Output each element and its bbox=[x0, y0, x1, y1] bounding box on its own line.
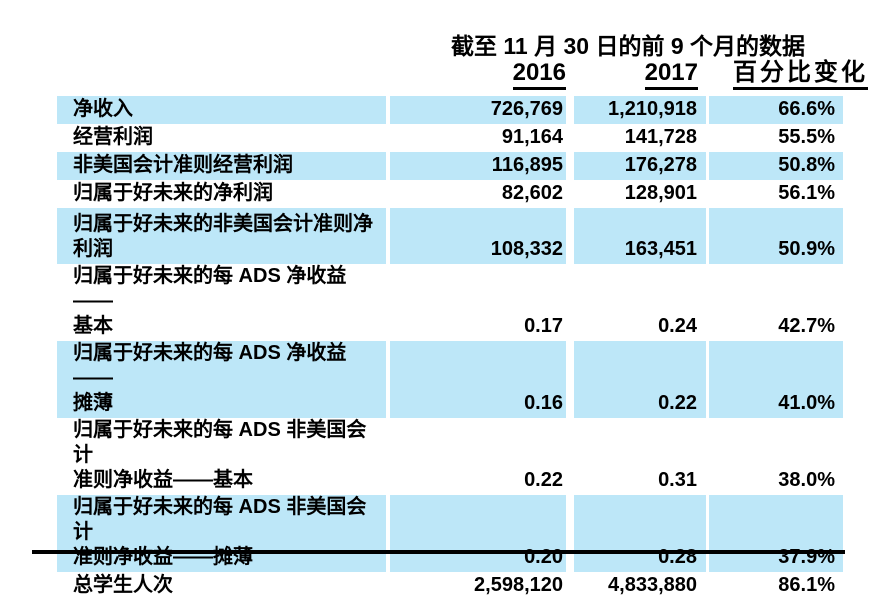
column-header-pct-change: 百分比变化 bbox=[733, 60, 868, 90]
row-value-2016: 0.20 bbox=[390, 495, 566, 572]
row-value-2017: 0.31 bbox=[658, 469, 697, 491]
table-row: 归属于好未来的每 ADS 净收益—— 基本 0.17 0.24 42.7% bbox=[57, 264, 843, 341]
row-label: 非美国会计准则经营利润 bbox=[73, 154, 293, 176]
table-row: 经营利润 91,164 141,728 55.5% bbox=[57, 124, 843, 152]
row-value-2017: 0.22 bbox=[574, 341, 706, 418]
table-row: 非美国会计准则经营利润 116,895 176,278 50.8% bbox=[57, 152, 843, 180]
column-header-2016: 2016 bbox=[512, 60, 566, 90]
row-label: 净收入 bbox=[73, 98, 133, 120]
table-row: 归属于好未来的非美国会计准则净 利润 108,332 163,451 50.9% bbox=[57, 208, 843, 264]
row-value-2017: 4,833,880 bbox=[608, 574, 697, 596]
row-label-cell: 净收入 bbox=[57, 96, 386, 124]
period-header: 截至 11 月 30 日的前 9 个月的数据 bbox=[451, 33, 806, 59]
row-value-2016: 91,164 bbox=[501, 126, 563, 148]
row-value-pct-change: 66.6% bbox=[709, 96, 843, 124]
row-label-cell: 非美国会计准则经营利润 bbox=[57, 152, 386, 180]
row-label: 归属于好未来的每 ADS 非美国会计 准则净收益——摊薄 bbox=[73, 496, 367, 568]
row-value-2017: 1,210,918 bbox=[574, 96, 706, 124]
row-label-cell: 总学生人次 bbox=[57, 572, 386, 600]
column-header-row: 2016 2017 百分比变化 bbox=[57, 59, 868, 90]
table-row: 归属于好未来的每 ADS 非美国会计 准则净收益——摊薄 0.20 0.28 3… bbox=[57, 495, 843, 572]
row-label-cell: 归属于好未来的每 ADS 净收益—— 基本 bbox=[57, 264, 386, 341]
row-label-cell: 归属于好未来的非美国会计准则净 利润 bbox=[57, 208, 386, 264]
row-value-pct-change: 38.0% bbox=[778, 469, 835, 491]
row-value-2017: 163,451 bbox=[574, 208, 706, 264]
row-value-pct-change: 41.0% bbox=[709, 341, 843, 418]
row-label-cell: 归属于好未来的每 ADS 非美国会计 准则净收益——摊薄 bbox=[57, 495, 386, 572]
row-value-pct-change: 55.5% bbox=[778, 126, 835, 148]
row-label: 归属于好未来的净利润 bbox=[73, 182, 273, 204]
row-value-pct-change: 50.8% bbox=[709, 152, 843, 180]
row-value-2016: 726,769 bbox=[390, 96, 566, 124]
row-label: 归属于好未来的每 ADS 净收益—— 基本 bbox=[73, 265, 347, 337]
row-label: 归属于好未来的每 ADS 非美国会计 准则净收益——基本 bbox=[73, 419, 367, 491]
table-row: 总学生人次 2,598,120 4,833,880 86.1% bbox=[57, 572, 843, 600]
bottom-rule bbox=[32, 550, 845, 554]
row-value-2017: 141,728 bbox=[624, 126, 697, 148]
row-value-2016: 2,598,120 bbox=[474, 574, 563, 596]
row-label-cell: 归属于好未来的每 ADS 净收益—— 摊薄 bbox=[57, 341, 386, 418]
row-value-2017: 128,901 bbox=[624, 182, 697, 204]
column-header-2017-cell: 2017 bbox=[574, 59, 706, 90]
row-value-2016: 0.16 bbox=[390, 341, 566, 418]
row-value-pct-change: 86.1% bbox=[778, 574, 835, 596]
row-value-2017: 176,278 bbox=[574, 152, 706, 180]
row-value-2017: 0.24 bbox=[658, 315, 697, 337]
row-value-2016: 0.17 bbox=[524, 315, 563, 337]
row-value-2016: 108,332 bbox=[390, 208, 566, 264]
row-label: 归属于好未来的非美国会计准则净 利润 bbox=[73, 213, 373, 260]
column-header-pct-change-cell: 百分比变化 bbox=[709, 59, 868, 90]
row-label-cell: 经营利润 bbox=[57, 124, 386, 152]
column-header-2016-cell: 2016 bbox=[390, 59, 566, 90]
row-value-2016: 116,895 bbox=[390, 152, 566, 180]
row-value-pct-change: 42.7% bbox=[778, 315, 835, 337]
table-row: 净收入 726,769 1,210,918 66.6% bbox=[57, 96, 843, 124]
row-label: 总学生人次 bbox=[73, 574, 173, 596]
row-label: 经营利润 bbox=[73, 126, 153, 148]
financial-table: 净收入 726,769 1,210,918 66.6% 经营利润 91,164 … bbox=[57, 96, 843, 600]
row-label-cell: 归属于好未来的每 ADS 非美国会计 准则净收益——基本 bbox=[57, 418, 386, 495]
row-label-cell: 归属于好未来的净利润 bbox=[57, 180, 386, 208]
row-value-2016: 0.22 bbox=[524, 469, 563, 491]
row-label: 归属于好未来的每 ADS 净收益—— 摊薄 bbox=[73, 342, 347, 414]
row-value-pct-change: 56.1% bbox=[778, 182, 835, 204]
column-header-2017: 2017 bbox=[644, 60, 698, 90]
table-row: 归属于好未来的每 ADS 净收益—— 摊薄 0.16 0.22 41.0% bbox=[57, 341, 843, 418]
row-value-2016: 82,602 bbox=[501, 182, 563, 204]
row-value-pct-change: 37.9% bbox=[709, 495, 843, 572]
table-row: 归属于好未来的每 ADS 非美国会计 准则净收益——基本 0.22 0.31 3… bbox=[57, 418, 843, 495]
table-row: 归属于好未来的净利润 82,602 128,901 56.1% bbox=[57, 180, 843, 208]
row-value-2017: 0.28 bbox=[574, 495, 706, 572]
row-value-pct-change: 50.9% bbox=[709, 208, 843, 264]
